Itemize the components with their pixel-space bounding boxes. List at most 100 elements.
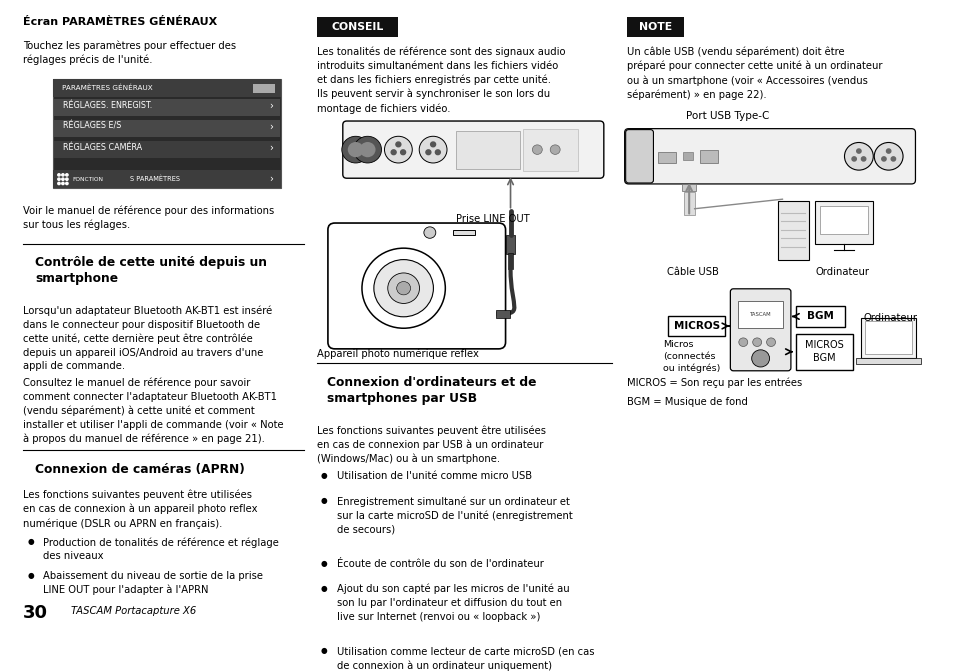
- Circle shape: [738, 338, 747, 346]
- Bar: [456, 131, 520, 168]
- Text: MICROS
BGM: MICROS BGM: [804, 340, 843, 363]
- Bar: [53, 170, 281, 189]
- Circle shape: [62, 183, 64, 185]
- Text: RÉGLAGES E/S: RÉGLAGES E/S: [63, 121, 121, 131]
- Text: ●: ●: [320, 584, 327, 593]
- Text: Connexion d'ordinateurs et de
smartphones par USB: Connexion d'ordinateurs et de smartphone…: [327, 376, 536, 405]
- Text: Câble USB: Câble USB: [667, 267, 719, 277]
- Circle shape: [752, 338, 760, 346]
- Circle shape: [881, 157, 885, 161]
- Text: S PARAMÈTRES: S PARAMÈTRES: [131, 176, 180, 183]
- Circle shape: [62, 174, 64, 176]
- Bar: [667, 315, 724, 336]
- Text: Un câble USB (vendu séparément) doit être
préparé pour connecter cette unité à u: Un câble USB (vendu séparément) doit êtr…: [626, 47, 882, 100]
- Bar: [820, 206, 867, 234]
- Text: ●: ●: [320, 558, 327, 568]
- Text: Port USB Type-C: Port USB Type-C: [685, 111, 769, 121]
- Text: Ajout du son capté par les micros de l'unité au
son lu par l'ordinateur et diffu: Ajout du son capté par les micros de l'u…: [336, 584, 569, 621]
- FancyBboxPatch shape: [624, 129, 915, 184]
- Text: BGM: BGM: [806, 311, 833, 321]
- Bar: [626, 17, 683, 37]
- Circle shape: [374, 260, 433, 317]
- Text: Voir le manuel de référence pour des informations
sur tous les réglages.: Voir le manuel de référence pour des inf…: [23, 205, 274, 230]
- FancyBboxPatch shape: [328, 223, 505, 349]
- Text: ●: ●: [28, 537, 33, 546]
- Bar: [453, 229, 474, 236]
- Text: Écran PARAMÈTRES GÉNÉRAUX: Écran PARAMÈTRES GÉNÉRAUX: [23, 17, 217, 27]
- Circle shape: [66, 174, 68, 176]
- Bar: [856, 358, 920, 364]
- Text: Enregistrement simultané sur un ordinateur et
sur la carte microSD de l'unité (e: Enregistrement simultané sur un ordinate…: [336, 496, 572, 535]
- Bar: [316, 17, 398, 37]
- Bar: [523, 129, 578, 170]
- Circle shape: [873, 142, 902, 170]
- Circle shape: [885, 149, 890, 153]
- Circle shape: [532, 145, 541, 154]
- Circle shape: [423, 227, 436, 238]
- Circle shape: [395, 142, 400, 147]
- Bar: [683, 192, 694, 215]
- Circle shape: [391, 150, 395, 154]
- Text: Les tonalités de référence sont des signaux audio
introduits simultanément dans : Les tonalités de référence sont des sign…: [316, 47, 565, 114]
- Text: Production de tonalités de référence et réglage
des niveaux: Production de tonalités de référence et …: [43, 537, 278, 561]
- Circle shape: [62, 178, 64, 180]
- Text: ›: ›: [269, 142, 273, 152]
- Bar: [658, 152, 676, 164]
- Text: MICROS: MICROS: [673, 321, 719, 331]
- Circle shape: [435, 150, 440, 154]
- Text: Lorsqu'un adaptateur Bluetooth AK-BT1 est inséré
dans le connecteur pour disposi: Lorsqu'un adaptateur Bluetooth AK-BT1 es…: [23, 305, 273, 371]
- Circle shape: [890, 157, 895, 161]
- Text: ●: ●: [28, 570, 33, 580]
- Circle shape: [400, 150, 405, 154]
- Circle shape: [58, 174, 60, 176]
- Text: ●: ●: [320, 496, 327, 505]
- Text: TASCAM: TASCAM: [749, 312, 771, 317]
- Bar: [795, 306, 844, 327]
- Circle shape: [751, 350, 769, 367]
- Circle shape: [58, 178, 60, 180]
- Circle shape: [856, 149, 861, 153]
- Circle shape: [861, 157, 865, 161]
- FancyBboxPatch shape: [342, 121, 603, 178]
- Text: BGM = Musique de fond: BGM = Musique de fond: [626, 397, 747, 407]
- Circle shape: [66, 183, 68, 185]
- Text: Appareil photo numérique reflex: Appareil photo numérique reflex: [316, 349, 478, 360]
- Bar: [53, 79, 281, 189]
- Circle shape: [387, 273, 419, 303]
- Text: RÉGLAGES. ENREGIST.: RÉGLAGES. ENREGIST.: [63, 101, 152, 110]
- Bar: [53, 79, 281, 97]
- Text: Contrôle de cette unité depuis un
smartphone: Contrôle de cette unité depuis un smartp…: [35, 256, 267, 285]
- Text: Connexion de caméras (APRN): Connexion de caméras (APRN): [35, 463, 245, 476]
- Bar: [54, 140, 280, 158]
- Circle shape: [384, 136, 412, 163]
- Bar: [777, 201, 808, 260]
- Bar: [795, 333, 853, 370]
- Text: Utilisation de l'unité comme micro USB: Utilisation de l'unité comme micro USB: [336, 471, 532, 481]
- Circle shape: [396, 282, 410, 295]
- Bar: [505, 236, 515, 254]
- FancyBboxPatch shape: [730, 289, 790, 371]
- Text: Ordinateur: Ordinateur: [862, 313, 917, 323]
- Text: Écoute de contrôle du son de l'ordinateur: Écoute de contrôle du son de l'ordinateu…: [336, 558, 543, 568]
- Text: ●: ●: [320, 471, 327, 480]
- Bar: [508, 252, 513, 269]
- Circle shape: [430, 142, 436, 147]
- Text: FONCTION: FONCTION: [72, 176, 104, 182]
- Text: CONSEIL: CONSEIL: [332, 22, 383, 32]
- Circle shape: [66, 178, 68, 180]
- Circle shape: [425, 150, 431, 154]
- Text: ›: ›: [269, 121, 273, 132]
- Text: Abaissement du niveau de sortie de la prise
LINE OUT pour l'adapter à l'APRN: Abaissement du niveau de sortie de la pr…: [43, 570, 263, 595]
- Bar: [861, 318, 915, 358]
- Bar: [54, 119, 280, 137]
- Bar: [496, 310, 509, 318]
- Text: Utilisation comme lecteur de carte microSD (en cas
de connexion à un ordinateur : Utilisation comme lecteur de carte micro…: [336, 646, 594, 670]
- Bar: [681, 184, 696, 191]
- Circle shape: [354, 136, 381, 163]
- Bar: [738, 301, 782, 328]
- Text: MICROS = Son reçu par les entrées: MICROS = Son reçu par les entrées: [626, 378, 801, 388]
- Circle shape: [359, 142, 375, 157]
- Text: PARAMÈTRES GÉNÉRAUX: PARAMÈTRES GÉNÉRAUX: [62, 85, 152, 91]
- Bar: [253, 84, 275, 93]
- Text: Ordinateur: Ordinateur: [815, 267, 868, 277]
